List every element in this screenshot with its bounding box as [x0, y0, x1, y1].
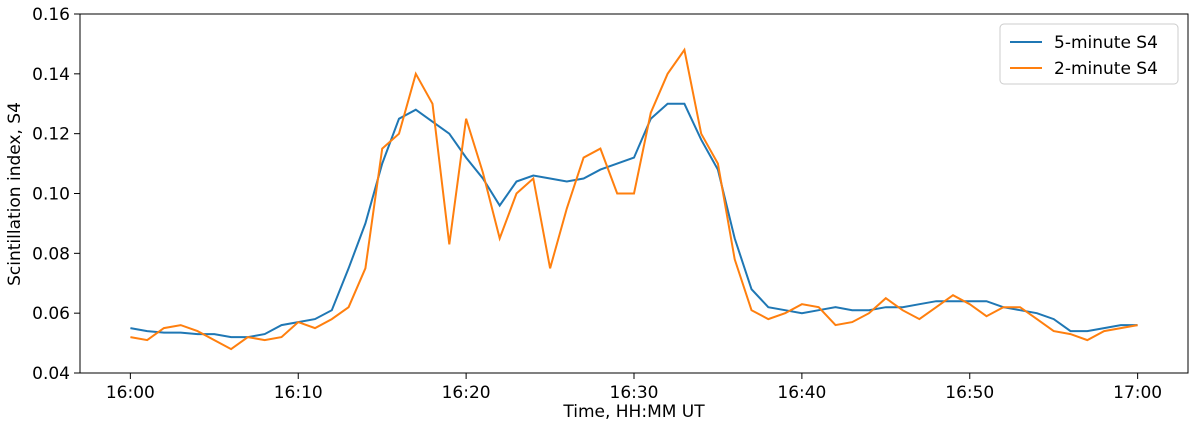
y-tick-label: 0.10 [32, 185, 70, 205]
y-tick-label: 0.14 [32, 65, 70, 85]
legend-label: 2-minute S4 [1054, 59, 1158, 79]
y-tick-label: 0.12 [32, 125, 70, 145]
x-tick-label: 17:00 [1113, 383, 1162, 403]
x-tick-label: 16:30 [610, 383, 659, 403]
plot-frame [79, 13, 1189, 374]
y-tick-label: 0.16 [32, 5, 70, 25]
x-tick-label: 16:00 [106, 383, 155, 403]
legend-box [999, 23, 1179, 85]
data-line [130, 47, 1138, 351]
x-tick-label: 16:10 [274, 383, 323, 403]
x-axis-label: Time, HH:MM UT [562, 402, 705, 422]
y-tick-label: 0.08 [32, 244, 70, 264]
y-tick-label: 0.04 [32, 364, 70, 384]
x-tick-label: 16:50 [945, 383, 994, 403]
legend-label: 5-minute S4 [1054, 33, 1158, 53]
data-line [130, 102, 1138, 339]
x-tick-label: 16:40 [777, 383, 826, 403]
y-tick-label: 0.06 [32, 304, 70, 324]
x-tick-label: 16:20 [442, 383, 491, 403]
y-axis-label: Scintillation index, S4 [5, 102, 25, 286]
